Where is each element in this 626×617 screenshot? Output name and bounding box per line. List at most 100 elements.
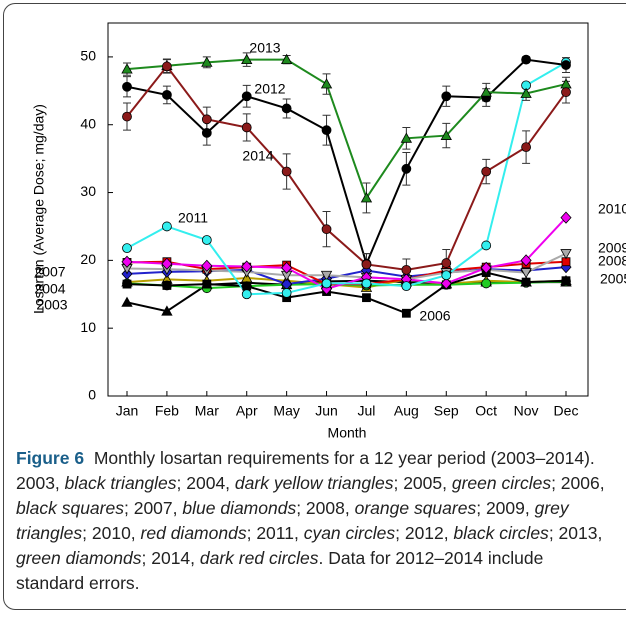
y-tick-label: 50 xyxy=(80,48,96,64)
marker xyxy=(121,296,133,307)
marker xyxy=(361,278,372,289)
marker xyxy=(401,264,412,275)
x-tick-label: Aug xyxy=(394,403,419,419)
caption-text: ; 2013, xyxy=(548,523,603,543)
marker xyxy=(561,60,571,70)
series-line xyxy=(126,279,566,313)
marker xyxy=(320,78,333,89)
marker xyxy=(162,281,172,290)
series-label: 2004 xyxy=(34,281,65,297)
plot-frame xyxy=(107,22,589,397)
marker xyxy=(201,56,213,67)
marker xyxy=(481,278,492,289)
caption-text: cyan circles xyxy=(303,523,396,543)
series-label: 2008 xyxy=(598,253,626,269)
series-line xyxy=(126,271,567,315)
caption-text: ; 2008, xyxy=(296,498,355,518)
series-label: 2012 xyxy=(254,81,285,97)
x-tick-label: Nov xyxy=(514,403,539,419)
marker xyxy=(280,53,293,65)
marker xyxy=(361,259,372,270)
series-label: 2014 xyxy=(242,148,273,164)
caption-text: . Data for 2012–2014 include standard er… xyxy=(16,548,544,593)
x-tick-label: Apr xyxy=(236,403,258,419)
marker xyxy=(521,54,531,65)
marker xyxy=(161,305,173,316)
caption-text: black circles xyxy=(453,523,549,543)
marker xyxy=(122,279,132,289)
marker xyxy=(440,129,452,140)
caption-text: red diamonds xyxy=(140,523,247,543)
marker xyxy=(481,240,492,251)
x-tick-label: Jan xyxy=(116,403,139,419)
caption-text: green circles xyxy=(451,473,552,493)
marker xyxy=(320,270,333,282)
x-tick-label: Dec xyxy=(554,403,579,419)
x-tick-label: Feb xyxy=(155,403,179,419)
series-line xyxy=(126,216,567,290)
x-tick-label: Jun xyxy=(315,403,338,419)
frame xyxy=(3,3,626,610)
marker xyxy=(481,166,492,177)
y-tick-label: 20 xyxy=(80,251,96,267)
marker xyxy=(441,270,452,281)
series-line xyxy=(126,64,567,271)
marker xyxy=(520,87,532,98)
marker xyxy=(162,89,172,100)
y-axis-label: Losartan (Average Dose; mg/day) xyxy=(31,104,47,314)
marker xyxy=(401,281,412,292)
marker xyxy=(401,308,411,318)
marker xyxy=(201,127,212,138)
y-tick-label: 40 xyxy=(80,115,96,131)
marker xyxy=(561,276,571,286)
caption-text: ; 2014, xyxy=(141,548,200,568)
series-line xyxy=(126,252,567,281)
caption-text: ; 2005, xyxy=(393,473,452,493)
caption-text: grey triangles xyxy=(16,498,569,543)
marker xyxy=(241,91,252,102)
x-tick-label: Sep xyxy=(434,403,459,419)
marker xyxy=(441,258,452,268)
marker xyxy=(400,132,413,143)
marker xyxy=(480,261,492,274)
series-line xyxy=(126,61,567,296)
marker xyxy=(561,87,571,98)
marker xyxy=(560,249,572,260)
marker xyxy=(201,259,213,272)
x-tick-label: Jul xyxy=(358,403,376,419)
marker xyxy=(441,91,452,102)
caption-text: ; 2010, xyxy=(82,523,141,543)
series-label: 2010 xyxy=(598,201,626,217)
marker xyxy=(321,224,332,235)
series-line xyxy=(126,58,567,201)
marker xyxy=(122,111,132,122)
caption-text: Monthly losartan requirements for a 12 y… xyxy=(16,448,595,493)
marker xyxy=(162,221,172,232)
caption-text: ; 2009, xyxy=(476,498,535,518)
caption-text: ; 2006, xyxy=(551,473,605,493)
x-tick-label: Mar xyxy=(195,403,219,419)
marker xyxy=(520,254,532,267)
caption: Figure 6 Monthly losartan requirements f… xyxy=(16,446,616,596)
caption-text: ; 2004, xyxy=(176,473,235,493)
figure-label: Figure 6 xyxy=(16,448,85,468)
marker xyxy=(241,53,253,65)
marker xyxy=(201,235,212,245)
marker xyxy=(281,288,292,298)
y-tick-label: 30 xyxy=(80,183,96,199)
marker xyxy=(281,166,292,177)
marker xyxy=(520,268,532,279)
marker xyxy=(201,114,212,125)
series-label: 2013 xyxy=(249,40,280,56)
series-label: 2007 xyxy=(34,264,65,280)
marker xyxy=(362,293,371,303)
series-label: 2009 xyxy=(598,240,626,256)
marker xyxy=(242,281,252,291)
marker xyxy=(202,279,212,289)
series-line xyxy=(126,276,567,289)
marker xyxy=(121,255,133,268)
marker xyxy=(122,243,132,254)
caption-text: blue diamonds xyxy=(182,498,297,518)
chart: Losartan (Average Dose; mg/day) Month 0 1… xyxy=(31,22,626,440)
